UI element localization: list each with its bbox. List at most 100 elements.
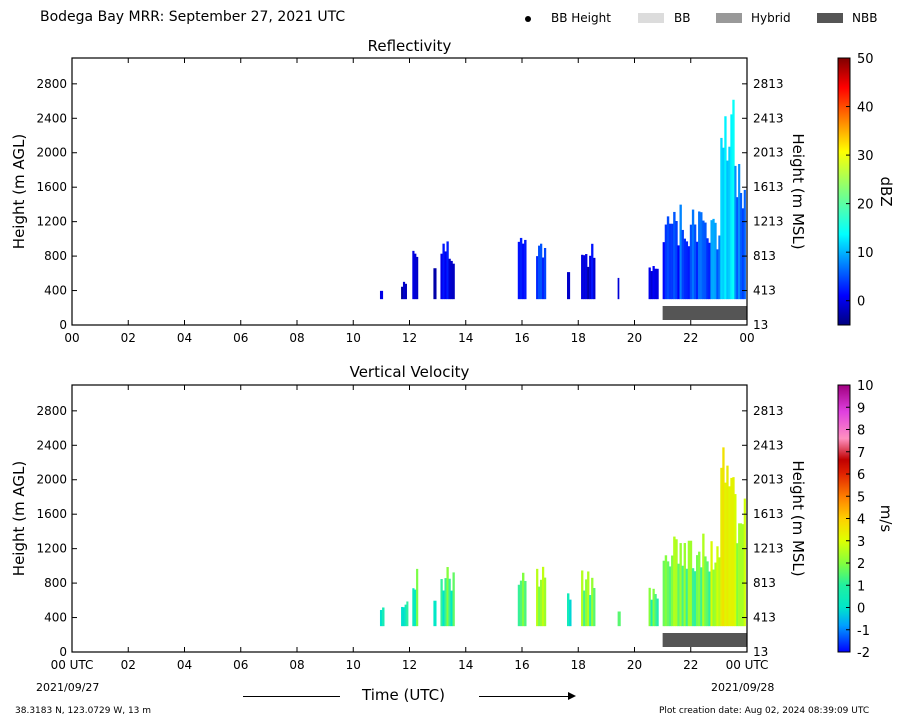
reflectivity-panel-title: Reflectivity bbox=[368, 37, 452, 55]
echo-column bbox=[736, 543, 739, 627]
echo-column bbox=[519, 237, 523, 300]
echo-column bbox=[379, 609, 383, 627]
x-tick-label: 06 bbox=[233, 331, 248, 345]
echo-column bbox=[591, 243, 594, 300]
echo-column bbox=[708, 571, 711, 627]
echo-column bbox=[716, 546, 719, 627]
echo-column bbox=[587, 571, 590, 627]
echo-column bbox=[675, 221, 678, 300]
colorbar-tick-label: 0 bbox=[857, 295, 865, 310]
echo-column bbox=[741, 208, 745, 300]
echo-column bbox=[726, 160, 729, 300]
echo-column bbox=[404, 283, 407, 300]
legend-label-bb-height: BB Height bbox=[551, 11, 611, 25]
echo-column bbox=[696, 241, 699, 300]
echo-column bbox=[656, 598, 659, 627]
echo-column bbox=[379, 290, 384, 300]
x-tick-label: 00 bbox=[739, 331, 754, 345]
y-tick-label-right: 2413 bbox=[753, 111, 784, 125]
colorbar-tick-label: 30 bbox=[857, 149, 874, 164]
colorbar-tick-label: 20 bbox=[857, 198, 874, 213]
echo-column bbox=[700, 212, 703, 300]
echo-column bbox=[404, 604, 407, 627]
echo-column bbox=[677, 563, 680, 627]
y-tick-label: 2400 bbox=[36, 111, 67, 125]
colorbar-tick-label: 40 bbox=[857, 101, 874, 116]
x-tick-label: 10 bbox=[346, 331, 361, 345]
echo-column bbox=[700, 567, 703, 627]
time-arrow-line-right bbox=[479, 696, 571, 697]
echo-column bbox=[524, 580, 527, 627]
x-tick-label: 08 bbox=[289, 658, 304, 672]
echo-column bbox=[654, 594, 657, 627]
echo-column bbox=[679, 204, 682, 300]
echo-column bbox=[442, 590, 445, 627]
echo-column bbox=[524, 239, 527, 300]
echo-column bbox=[412, 588, 415, 627]
x-tick-label: 04 bbox=[177, 658, 192, 672]
echo-column bbox=[650, 599, 653, 627]
echo-column bbox=[540, 579, 543, 627]
colorbar-tick-label: 5 bbox=[857, 490, 865, 505]
bb-height-dot-icon bbox=[525, 16, 531, 22]
figure-title: Bodega Bay MRR: September 27, 2021 UTC bbox=[40, 9, 346, 25]
echo-column bbox=[648, 587, 651, 627]
echo-column bbox=[664, 555, 668, 627]
y-tick-label: 1200 bbox=[36, 542, 67, 556]
echo-column bbox=[698, 551, 701, 627]
x-tick-label: 04 bbox=[177, 331, 192, 345]
x-tick-label: 20 bbox=[627, 331, 642, 345]
echo-column bbox=[652, 266, 655, 300]
y-tick-label: 2000 bbox=[36, 473, 67, 487]
echo-column bbox=[718, 235, 721, 300]
echo-column bbox=[712, 218, 715, 300]
date-start: 2021/09/27 bbox=[36, 681, 100, 694]
echo-column bbox=[444, 251, 447, 300]
echo-column bbox=[739, 192, 743, 300]
echo-column bbox=[743, 498, 746, 627]
echo-column bbox=[671, 555, 674, 627]
nbb-swatch-icon bbox=[817, 13, 843, 23]
x-tick-label: 18 bbox=[571, 331, 586, 345]
echo-column bbox=[414, 253, 417, 300]
reflectivity-y-axis-label: Height (m AGL) bbox=[10, 134, 28, 249]
echo-column bbox=[540, 243, 543, 300]
y-tick-label-right: 2813 bbox=[753, 77, 784, 91]
colorbar-tick-label: 0 bbox=[857, 602, 865, 617]
echo-column bbox=[728, 146, 731, 300]
echo-column bbox=[681, 229, 684, 300]
echo-column bbox=[406, 601, 409, 627]
colorbar-tick-label: 10 bbox=[857, 379, 874, 394]
echo-column bbox=[683, 238, 686, 300]
x-tick-label: 02 bbox=[121, 658, 136, 672]
echo-column bbox=[433, 268, 437, 300]
echo-column bbox=[541, 257, 545, 300]
y-tick-label-right: 413 bbox=[753, 284, 776, 298]
time-arrow-line-left bbox=[243, 696, 340, 697]
y-tick-label: 2400 bbox=[36, 438, 67, 452]
echo-column bbox=[446, 241, 449, 300]
echo-column bbox=[734, 494, 737, 627]
y-tick-label-right: 1613 bbox=[753, 180, 784, 194]
echo-column bbox=[654, 268, 657, 300]
legend-label-bb: BB bbox=[674, 11, 691, 25]
legend-label-hybrid: Hybrid bbox=[751, 11, 791, 25]
echo-column bbox=[401, 606, 404, 627]
y-tick-label-right: 2013 bbox=[753, 146, 784, 160]
x-tick-label: 12 bbox=[402, 331, 417, 345]
x-axis-title: Time (UTC) bbox=[362, 686, 445, 704]
y-tick-label: 0 bbox=[59, 318, 67, 332]
legend-label-nbb: NBB bbox=[852, 11, 878, 25]
echo-column bbox=[704, 556, 707, 627]
colorbar-tick-label: 2 bbox=[857, 557, 865, 572]
echo-column bbox=[583, 255, 586, 300]
y-tick-label-right: 413 bbox=[753, 611, 776, 625]
echo-column bbox=[452, 263, 455, 300]
echo-column bbox=[519, 580, 523, 627]
echo-column bbox=[662, 560, 666, 627]
echo-column bbox=[569, 599, 572, 627]
echo-column bbox=[522, 572, 525, 627]
vertical-velocity-colorbar-label: m/s bbox=[877, 505, 895, 533]
echo-column bbox=[708, 242, 711, 300]
echo-column bbox=[581, 570, 584, 627]
